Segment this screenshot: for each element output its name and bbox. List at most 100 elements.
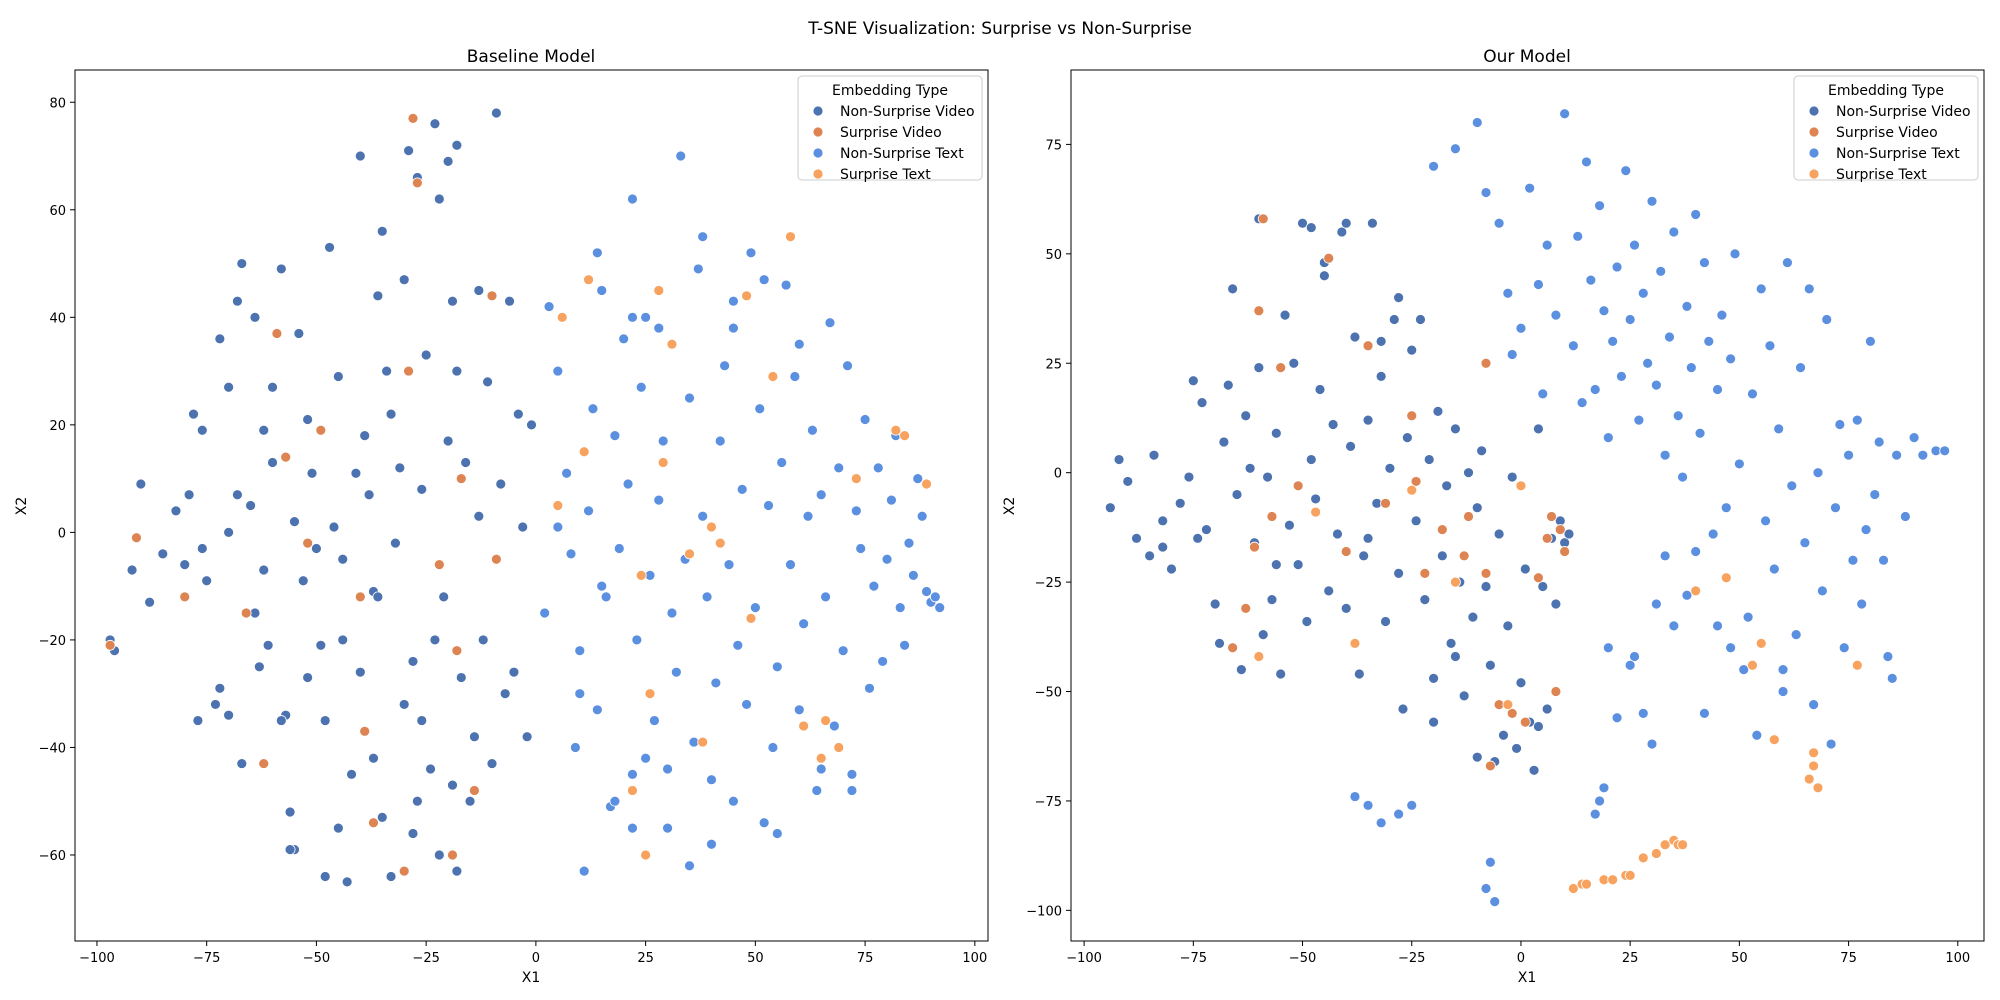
scatter-point bbox=[1375, 817, 1387, 829]
scatter-point bbox=[1541, 703, 1553, 715]
scatter-point bbox=[767, 371, 779, 382]
scatter-point bbox=[372, 591, 384, 603]
scatter-point bbox=[1484, 856, 1496, 868]
scatter-point bbox=[1187, 375, 1199, 387]
scatter-point bbox=[512, 408, 524, 420]
scatter-point bbox=[578, 865, 590, 877]
scatter-point bbox=[745, 247, 757, 259]
scatter-point bbox=[354, 591, 366, 603]
x-tick-label: 75 bbox=[1840, 951, 1857, 966]
scatter-point bbox=[1589, 808, 1601, 820]
scatter-point bbox=[1266, 594, 1278, 606]
scatter-point bbox=[1122, 476, 1134, 487]
scatter-point bbox=[1240, 602, 1252, 614]
scatter-point bbox=[398, 274, 410, 286]
scatter-point bbox=[749, 602, 761, 614]
scatter-point bbox=[574, 645, 586, 657]
legend-marker bbox=[812, 147, 824, 159]
scatter-point bbox=[1799, 537, 1811, 549]
scatter-point bbox=[464, 795, 476, 807]
scatter-point bbox=[1519, 716, 1531, 728]
scatter-point bbox=[1594, 795, 1605, 807]
scatter-point bbox=[820, 715, 831, 726]
scatter-point bbox=[258, 758, 270, 769]
scatter-point bbox=[1401, 432, 1413, 444]
scatter-point bbox=[1323, 252, 1335, 264]
legend-marker bbox=[812, 126, 824, 138]
scatter-point bbox=[1292, 559, 1304, 570]
scatter-point bbox=[526, 419, 537, 431]
scatter-point bbox=[758, 274, 770, 286]
scatter-point bbox=[407, 828, 419, 839]
scatter-point bbox=[504, 295, 515, 307]
scatter-point bbox=[1803, 773, 1815, 785]
scatter-point bbox=[170, 505, 182, 517]
scatter-point bbox=[258, 424, 270, 436]
scatter-point bbox=[1550, 309, 1562, 321]
scatter-point bbox=[1624, 314, 1636, 325]
scatter-point bbox=[1340, 217, 1352, 229]
scatter-point bbox=[1659, 449, 1671, 461]
scatter-point bbox=[583, 274, 594, 286]
scatter-point bbox=[249, 311, 261, 323]
scatter-point bbox=[907, 569, 919, 581]
scatter-point bbox=[280, 451, 292, 463]
scatter-point bbox=[508, 666, 520, 678]
scatter-point bbox=[1340, 602, 1352, 614]
scatter-point bbox=[780, 279, 792, 291]
scatter-point bbox=[1803, 283, 1815, 295]
scatter-point bbox=[354, 666, 366, 678]
scatter-point bbox=[1821, 314, 1833, 325]
scatter-point bbox=[1222, 379, 1234, 391]
y-tick-label: −20 bbox=[39, 634, 66, 649]
scatter-point bbox=[609, 795, 621, 807]
scatter-point bbox=[1677, 839, 1688, 851]
scatter-point bbox=[934, 602, 946, 614]
scatter-point bbox=[1777, 686, 1789, 697]
scatter-points bbox=[104, 107, 946, 888]
scatter-point bbox=[455, 672, 467, 683]
legend-marker bbox=[812, 105, 824, 117]
x-tick-label: −100 bbox=[79, 951, 115, 966]
scatter-point bbox=[315, 639, 327, 651]
scatter-point bbox=[1917, 449, 1929, 461]
scatter-point bbox=[627, 193, 638, 205]
scatter-point bbox=[1511, 743, 1522, 754]
legend-box bbox=[797, 75, 983, 181]
scatter-point bbox=[1144, 550, 1156, 562]
scatter-point bbox=[1148, 449, 1160, 461]
scatter-point bbox=[1362, 532, 1374, 544]
scatter-point bbox=[232, 295, 243, 307]
scatter-point bbox=[1738, 664, 1750, 676]
scatter-point bbox=[1611, 261, 1623, 273]
scatter-point bbox=[1305, 222, 1317, 233]
scatter-point bbox=[706, 774, 717, 786]
scatter-point bbox=[1506, 708, 1518, 719]
scatter-point bbox=[214, 333, 226, 345]
scatter-point bbox=[302, 537, 314, 549]
scatter-point bbox=[324, 242, 335, 253]
scatter-point bbox=[1777, 664, 1789, 676]
scatter-point bbox=[684, 548, 695, 560]
scatter-point bbox=[1253, 651, 1265, 662]
scatter-point bbox=[627, 822, 638, 834]
scatter-point bbox=[811, 785, 823, 796]
scatter-point bbox=[1157, 515, 1169, 527]
scatter-point bbox=[758, 817, 770, 829]
scatter-point bbox=[1851, 414, 1863, 426]
scatter-point bbox=[131, 532, 142, 544]
scatter-point bbox=[1476, 445, 1488, 457]
scatter-point bbox=[561, 467, 573, 479]
scatter-point bbox=[666, 338, 678, 350]
scatter-point bbox=[1541, 532, 1553, 544]
scatter-point bbox=[1729, 248, 1741, 260]
scatter-point bbox=[1310, 493, 1322, 505]
scatter-point bbox=[1733, 458, 1745, 470]
scatter-point bbox=[398, 865, 410, 877]
scatter-point bbox=[1450, 143, 1461, 155]
scatter-point bbox=[1764, 340, 1776, 352]
scatter-point bbox=[1782, 257, 1793, 268]
legend-entry: Surprise Text bbox=[840, 167, 931, 183]
x-axis-label: X1 bbox=[1518, 970, 1537, 986]
